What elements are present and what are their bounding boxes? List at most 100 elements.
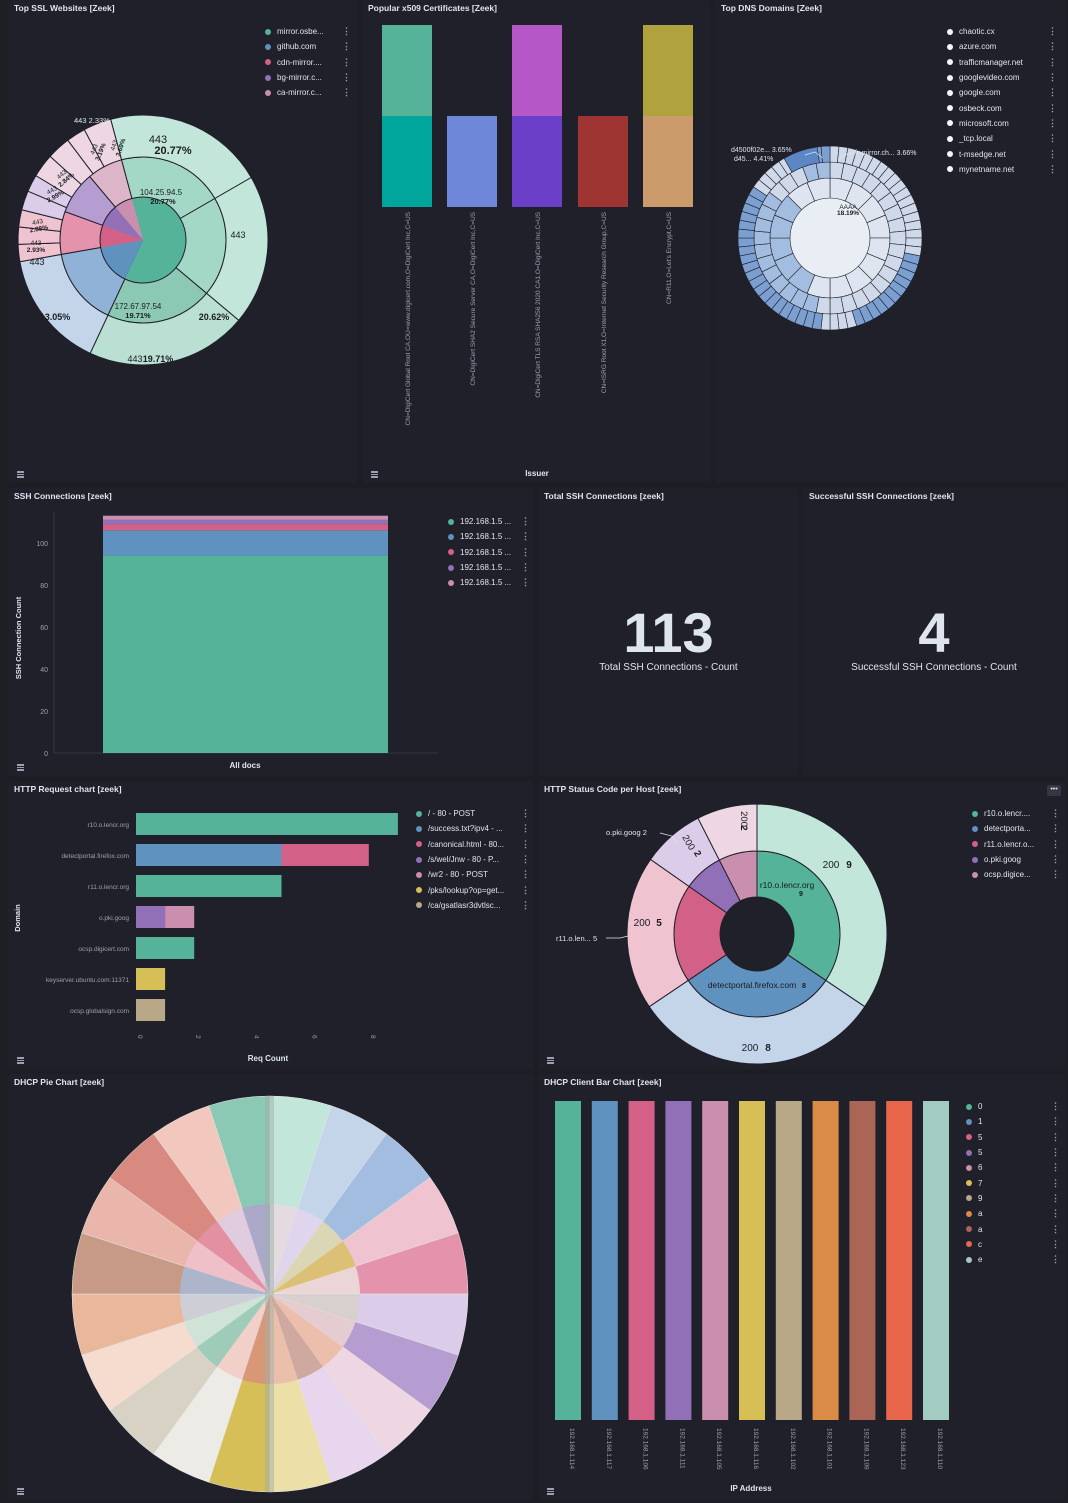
legend-item[interactable]: chaotic.cx ⋮ <box>947 24 1057 39</box>
legend-item-menu-icon[interactable]: ⋮ <box>1048 117 1057 128</box>
panel-options-button[interactable]: ••• <box>1047 785 1061 796</box>
label-leader-line <box>606 935 629 939</box>
legend-item-menu-icon[interactable]: ⋮ <box>1048 26 1057 37</box>
legend-item-menu-icon[interactable]: ⋮ <box>1048 87 1057 98</box>
legend-item-menu-icon[interactable]: ⋮ <box>1051 1223 1060 1234</box>
legend-toggle-icon[interactable] <box>14 763 24 771</box>
legend-toggle-icon[interactable] <box>14 1056 24 1064</box>
legend-item-menu-icon[interactable]: ⋮ <box>1048 41 1057 52</box>
legend-toggle-icon[interactable] <box>14 1487 24 1495</box>
legend-item[interactable]: / - 80 - POST ⋮ <box>416 806 530 821</box>
legend-item-menu-icon[interactable]: ⋮ <box>521 899 530 910</box>
legend-item[interactable]: google.com ⋮ <box>947 85 1057 100</box>
legend-item-menu-icon[interactable]: ⋮ <box>1051 808 1060 819</box>
legend-item-menu-icon[interactable]: ⋮ <box>521 838 530 849</box>
legend-item[interactable]: detectporta... ⋮ <box>972 821 1060 836</box>
legend-item[interactable]: mynetname.net ⋮ <box>947 162 1057 177</box>
legend-item-menu-icon[interactable]: ⋮ <box>1051 1116 1060 1127</box>
legend-item[interactable]: /ca/gsatlasr3dvtlsc... ⋮ <box>416 898 530 913</box>
legend-item-menu-icon[interactable]: ⋮ <box>342 26 351 37</box>
legend-item-menu-icon[interactable]: ⋮ <box>1051 1238 1060 1249</box>
legend-item[interactable]: /pks/lookup?op=get... ⋮ <box>416 882 530 897</box>
legend-item[interactable]: r10.o.lencr.... ⋮ <box>972 806 1060 821</box>
legend-item[interactable]: r11.o.lencr.o... ⋮ <box>972 837 1060 852</box>
legend-item[interactable]: 5 ⋮ <box>966 1145 1060 1160</box>
legend-item[interactable]: osbeck.com ⋮ <box>947 100 1057 115</box>
legend-item[interactable]: 7 ⋮ <box>966 1175 1060 1190</box>
legend-item[interactable]: o.pki.goog ⋮ <box>972 852 1060 867</box>
legend-item[interactable]: googlevideo.com ⋮ <box>947 70 1057 85</box>
legend-item[interactable]: /s/wel/Jnw - 80 - P... ⋮ <box>416 852 530 867</box>
legend-item[interactable]: e ⋮ <box>966 1252 1060 1267</box>
legend-item-menu-icon[interactable]: ⋮ <box>342 87 351 98</box>
legend-item[interactable]: github.com ⋮ <box>265 39 351 54</box>
legend-item-menu-icon[interactable]: ⋮ <box>521 531 530 542</box>
legend-item-menu-icon[interactable]: ⋮ <box>521 577 530 588</box>
legend-item-menu-icon[interactable]: ⋮ <box>521 546 530 557</box>
legend-item[interactable]: 192.168.1.5 ... ⋮ <box>448 529 530 544</box>
x-tick-label: 192.168.1.114 <box>568 1428 575 1469</box>
legend-item-menu-icon[interactable]: ⋮ <box>342 41 351 52</box>
legend-item-menu-icon[interactable]: ⋮ <box>342 72 351 83</box>
legend-item-menu-icon[interactable]: ⋮ <box>1048 72 1057 83</box>
legend-item[interactable]: 192.168.1.5 ... ⋮ <box>448 514 530 529</box>
legend-item[interactable]: trafficmanager.net ⋮ <box>947 55 1057 70</box>
legend-item[interactable]: /wr2 - 80 - POST ⋮ <box>416 867 530 882</box>
legend-toggle-icon[interactable] <box>14 470 24 478</box>
legend-item-menu-icon[interactable]: ⋮ <box>1051 1177 1060 1188</box>
legend-toggle-icon[interactable] <box>544 1487 554 1495</box>
legend-item-menu-icon[interactable]: ⋮ <box>521 823 530 834</box>
legend-item[interactable]: 192.168.1.5 ... ⋮ <box>448 545 530 560</box>
legend-item-menu-icon[interactable]: ⋮ <box>1048 133 1057 144</box>
legend-item[interactable]: 5 ⋮ <box>966 1130 1060 1145</box>
legend-item-menu-icon[interactable]: ⋮ <box>521 808 530 819</box>
http-bar-segment <box>136 844 282 866</box>
legend-item[interactable]: microsoft.com ⋮ <box>947 116 1057 131</box>
legend-item[interactable]: mirror.osbe... ⋮ <box>265 24 351 39</box>
legend-item[interactable]: c ⋮ <box>966 1237 1060 1252</box>
legend-item-menu-icon[interactable]: ⋮ <box>1051 1101 1060 1112</box>
legend-item[interactable]: ca-mirror.c... ⋮ <box>265 85 351 100</box>
legend-item[interactable]: 192.168.1.5 ... ⋮ <box>448 560 530 575</box>
legend-item[interactable]: _tcp.local ⋮ <box>947 131 1057 146</box>
legend-item-menu-icon[interactable]: ⋮ <box>1051 1131 1060 1142</box>
legend-item-menu-icon[interactable]: ⋮ <box>521 562 530 573</box>
legend-item-menu-icon[interactable]: ⋮ <box>1051 1147 1060 1158</box>
legend-item-menu-icon[interactable]: ⋮ <box>1051 823 1060 834</box>
legend-item-menu-icon[interactable]: ⋮ <box>1051 869 1060 880</box>
legend-item[interactable]: bg-mirror.c... ⋮ <box>265 70 351 85</box>
legend-item[interactable]: t-msedge.net ⋮ <box>947 146 1057 161</box>
legend-item-menu-icon[interactable]: ⋮ <box>1048 148 1057 159</box>
legend-item-menu-icon[interactable]: ⋮ <box>521 869 530 880</box>
legend-item-menu-icon[interactable]: ⋮ <box>1048 163 1057 174</box>
legend-item-menu-icon[interactable]: ⋮ <box>1051 1162 1060 1173</box>
legend-item[interactable]: 6 ⋮ <box>966 1160 1060 1175</box>
legend-item[interactable]: cdn-mirror.... ⋮ <box>265 55 351 70</box>
legend-item-menu-icon[interactable]: ⋮ <box>1048 56 1057 67</box>
legend-item[interactable]: 192.168.1.5 ... ⋮ <box>448 575 530 590</box>
legend-item-menu-icon[interactable]: ⋮ <box>1051 838 1060 849</box>
legend-item[interactable]: 0 ⋮ <box>966 1099 1060 1114</box>
legend-item-menu-icon[interactable]: ⋮ <box>1048 102 1057 113</box>
legend-item[interactable]: /canonical.html - 80... ⋮ <box>416 837 530 852</box>
legend-item-menu-icon[interactable]: ⋮ <box>521 854 530 865</box>
legend-item-menu-icon[interactable]: ⋮ <box>342 56 351 67</box>
legend-item[interactable]: ocsp.digice... ⋮ <box>972 867 1060 882</box>
legend-toggle-icon[interactable] <box>544 1056 554 1064</box>
legend-toggle-icon[interactable] <box>368 470 378 478</box>
legend-item[interactable]: /success.txt?ipv4 - ... ⋮ <box>416 821 530 836</box>
legend-item[interactable]: 9 ⋮ <box>966 1191 1060 1206</box>
legend-item-menu-icon[interactable]: ⋮ <box>1051 854 1060 865</box>
legend-item[interactable]: azure.com ⋮ <box>947 39 1057 54</box>
legend-item-menu-icon[interactable]: ⋮ <box>521 884 530 895</box>
dhcp-pie-inner-slice <box>180 1266 270 1294</box>
legend-item-menu-icon[interactable]: ⋮ <box>1051 1192 1060 1203</box>
legend-item[interactable]: a ⋮ <box>966 1221 1060 1236</box>
dhcp-pie-divider <box>265 1096 274 1492</box>
legend-item-menu-icon[interactable]: ⋮ <box>1051 1208 1060 1219</box>
legend-item[interactable]: 1 ⋮ <box>966 1114 1060 1129</box>
legend-item-menu-icon[interactable]: ⋮ <box>521 516 530 527</box>
legend-item[interactable]: a ⋮ <box>966 1206 1060 1221</box>
legend-item-menu-icon[interactable]: ⋮ <box>1051 1254 1060 1265</box>
dhcp-pie-inner-slice <box>270 1221 343 1294</box>
